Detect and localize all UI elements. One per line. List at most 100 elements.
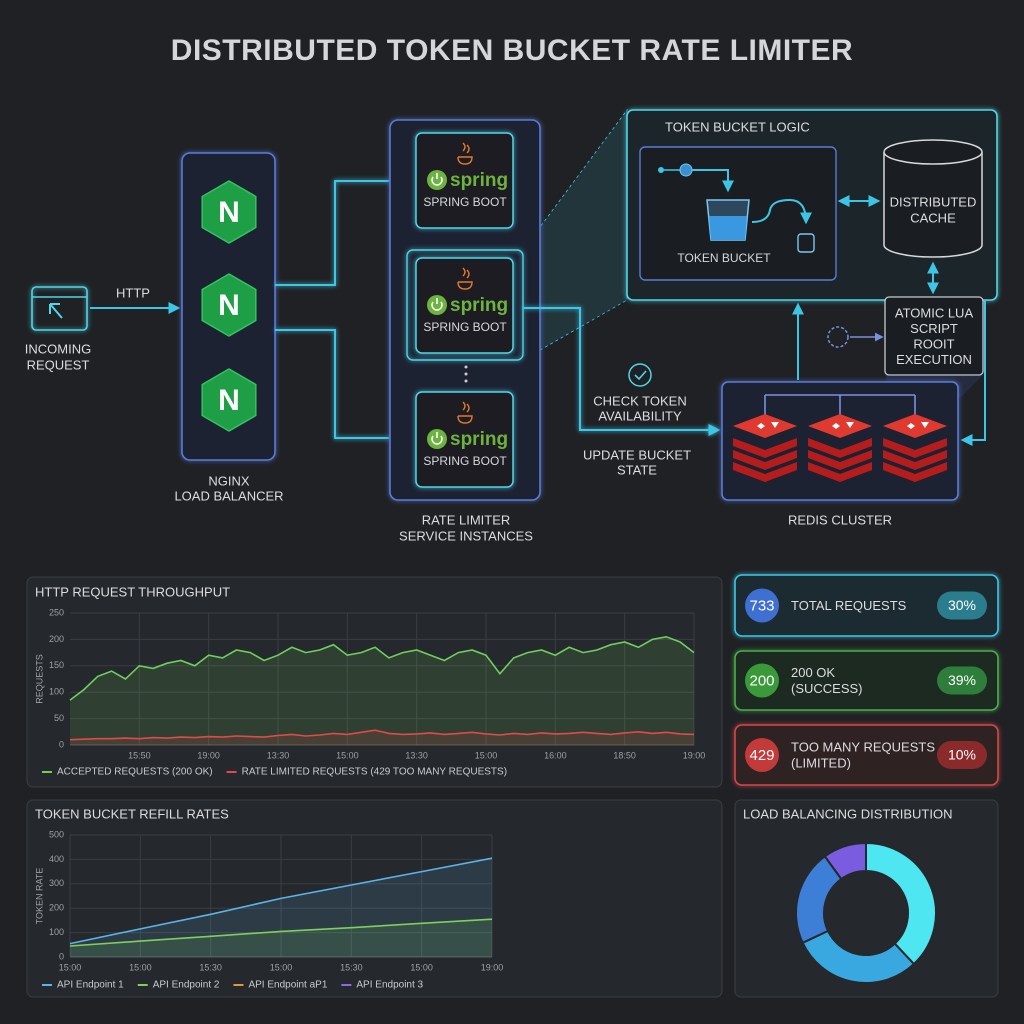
redis-layer (808, 450, 872, 470)
stat-percent: 30% (948, 597, 976, 613)
spring-box (415, 391, 514, 488)
highlight-box (406, 249, 524, 361)
series-area (70, 919, 492, 957)
x-tick-label: 15:00 (475, 750, 498, 760)
x-tick-label: 18:50 (613, 750, 636, 760)
spring-leaf (427, 295, 447, 315)
stat-percent: 39% (948, 672, 976, 688)
chart-title: TOKEN BUCKET REFILL RATES (35, 806, 229, 821)
browser-icon (31, 286, 88, 331)
chart-panel (26, 799, 723, 998)
nginx-icon (201, 273, 257, 337)
lua-label: ATOMIC LUA (895, 305, 974, 320)
page-title: DISTRIBUTED TOKEN BUCKET RATE LIMITER (171, 34, 853, 67)
legend-label: ACCEPTED REQUESTS (200 OK) (57, 767, 213, 778)
y-tick-label: 0 (59, 951, 64, 961)
arrow (275, 329, 413, 444)
x-tick-label: 13:30 (267, 750, 290, 760)
stat-badge (745, 738, 779, 772)
legend-label: API Endpoint 3 (356, 980, 423, 991)
stat-value: 733 (749, 597, 774, 614)
power-icon (431, 298, 443, 311)
chart-title: LOAD BALANCING DISTRIBUTION (743, 806, 952, 821)
stat-label: (LIMITED) (791, 755, 851, 770)
bucket-box (639, 146, 837, 281)
y-tick-label: 50 (54, 713, 64, 723)
spring-leaf (427, 170, 447, 190)
logic-title: TOKEN BUCKET LOGIC (665, 119, 810, 134)
lua-label: ROOIT (913, 336, 954, 351)
y-tick-label: 150 (49, 660, 64, 670)
nginx-label: LOAD BALANCER (174, 488, 283, 503)
java-icon (457, 267, 473, 290)
x-tick-label: 19:00 (197, 750, 220, 760)
x-tick-label: 15:00 (270, 962, 293, 972)
spring-boot-label: SPRING BOOT (423, 195, 507, 209)
y-axis-label: REQUESTS (34, 654, 44, 704)
y-tick-label: 250 (49, 607, 64, 617)
power-icon (431, 173, 443, 186)
cache-label: DISTRIBUTED (890, 194, 977, 209)
stat-pill (937, 666, 987, 695)
series-area (70, 636, 694, 745)
y-tick-label: 100 (49, 927, 64, 937)
y-tick-label: 100 (49, 687, 64, 697)
power-icon (431, 432, 443, 445)
redis-layer (733, 450, 797, 470)
y-tick-label: 500 (49, 829, 64, 839)
spring-box (415, 257, 514, 354)
update-label: STATE (617, 462, 657, 477)
legend-label: RATE LIMITED REQUESTS (429 TOO MANY REQU… (242, 767, 507, 778)
stat-value: 429 (749, 747, 774, 764)
y-tick-label: 200 (49, 903, 64, 913)
redis-layer (808, 462, 872, 482)
nginx-letter: N (218, 289, 240, 322)
y-axis-label: TOKEN RATE (34, 868, 44, 925)
stat-badge (745, 588, 779, 623)
incoming-label: INCOMING (25, 341, 91, 356)
x-tick-label: 19:00 (683, 750, 706, 760)
stat-card (734, 724, 999, 786)
nginx-icon (201, 368, 257, 432)
x-tick-label: 13:30 (405, 750, 428, 760)
pie-slice (823, 841, 867, 881)
x-tick-label: 15:30 (199, 962, 222, 972)
chart-panel (734, 799, 999, 998)
stat-percent: 10% (948, 747, 976, 763)
token-bucket-label: TOKEN BUCKET (677, 251, 771, 265)
y-tick-label: 200 (49, 634, 64, 644)
spring-boot-label: SPRING BOOT (423, 320, 507, 334)
spring-leaf (427, 429, 447, 449)
legend-label: API Endpoint 1 (57, 980, 124, 991)
series-area (70, 858, 492, 957)
legend-label: API Endpoint 2 (153, 980, 220, 991)
check-label: CHECK TOKEN (593, 393, 686, 408)
redis-star (907, 422, 929, 429)
projection (522, 108, 628, 361)
stat-label: (SUCCESS) (791, 681, 863, 696)
lua-label: SCRIPT (910, 321, 958, 336)
incoming-label: REQUEST (27, 357, 90, 372)
x-tick-label: 15:50 (128, 750, 151, 760)
y-tick-label: 0 (59, 739, 64, 749)
pie-slice (865, 841, 937, 966)
nginx-letter: N (218, 196, 240, 229)
redis-layer (733, 438, 797, 458)
ellipsis-dot (464, 372, 468, 376)
update-label: UPDATE BUCKET (583, 447, 691, 462)
series-line (69, 918, 493, 947)
rate-limiter-label: RATE LIMITER (422, 512, 511, 527)
spring-boot-label: SPRING BOOT (423, 454, 507, 468)
spring-logo: spring (450, 170, 508, 191)
nginx-icon (201, 180, 257, 244)
nginx-label: NGINX (208, 473, 250, 488)
token (679, 163, 693, 177)
redis-layer (808, 438, 872, 458)
stat-label: TOTAL REQUESTS (791, 598, 907, 613)
x-tick-label: 15:00 (410, 962, 433, 972)
stat-label: TOO MANY REQUESTS (791, 739, 935, 754)
chart-panel (26, 576, 723, 788)
stat-label: 200 OK (791, 665, 835, 680)
redis-layer (883, 462, 947, 482)
cache-label: CACHE (910, 210, 956, 225)
